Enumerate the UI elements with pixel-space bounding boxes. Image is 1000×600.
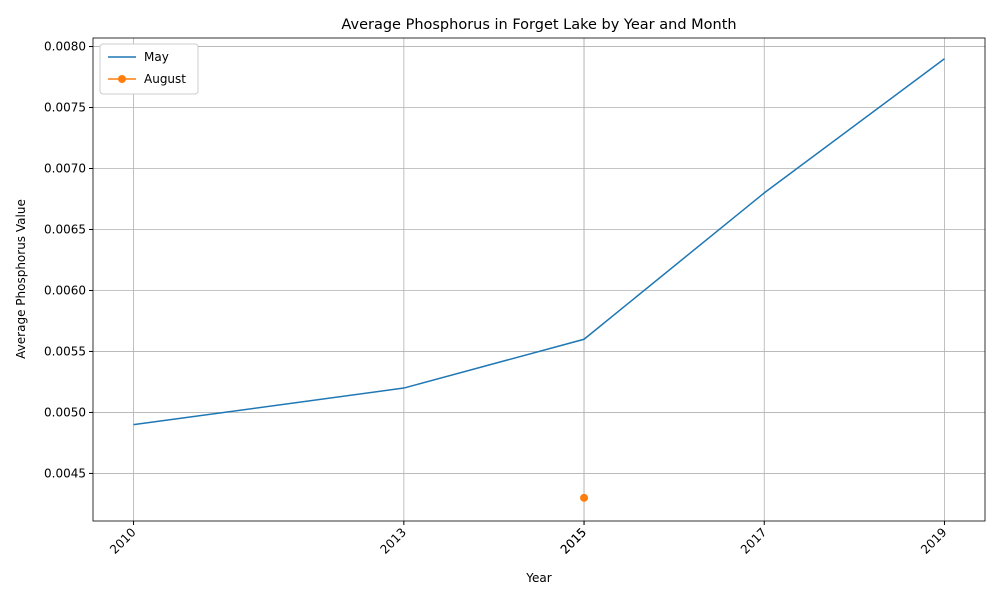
legend-marker [118, 75, 126, 83]
chart-title: Average Phosphorus in Forget Lake by Yea… [341, 17, 736, 33]
y-axis-label: Average Phosphorus Value [14, 199, 28, 359]
y-tick-label: 0.0065 [44, 222, 86, 236]
line [133, 58, 945, 426]
y-tick-label: 0.0045 [44, 466, 86, 480]
point [580, 493, 589, 502]
plot-frame [92, 37, 986, 522]
legend-label: May [144, 50, 169, 64]
y-tick-label: 0.0075 [44, 101, 86, 115]
legend-label: August [144, 72, 186, 86]
y-tick-label: 0.0055 [44, 344, 86, 358]
x-axis-label: Year [525, 571, 551, 585]
y-tick-label: 0.0080 [44, 40, 86, 54]
y-tick-label: 0.0050 [44, 405, 86, 419]
y-tick-label: 0.0070 [44, 162, 86, 176]
y-tick-label: 0.0060 [44, 283, 86, 297]
